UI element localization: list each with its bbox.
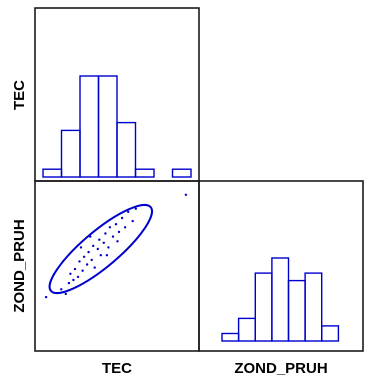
scatter-point	[107, 246, 110, 249]
scatter-point	[116, 240, 119, 243]
scatter-point	[67, 281, 71, 285]
scatter-point	[108, 226, 112, 229]
scatter-point	[92, 244, 95, 248]
tec-histogram-bar	[116, 121, 137, 178]
scatter-point	[134, 207, 137, 210]
scatter-point	[131, 219, 134, 223]
scatter-point	[82, 255, 86, 258]
y-label-tec: TEC	[11, 80, 28, 110]
zond-histogram-bar	[271, 257, 290, 342]
tec-histogram-bar	[134, 168, 155, 178]
x-label-zond-pruh: ZOND_PRUH	[234, 360, 327, 377]
scatter-point	[44, 295, 48, 299]
zond-histogram-bar	[237, 317, 256, 342]
zond-histogram-bars	[221, 257, 340, 342]
y-label-zond-pruh: ZOND_PRUH	[11, 219, 28, 312]
scatter-point	[85, 263, 89, 266]
zond-histogram-bar	[321, 325, 340, 342]
tec-histogram-bar	[171, 168, 192, 178]
zond-histogram-bar	[254, 272, 273, 342]
scatter-point	[117, 230, 121, 234]
scatter-point	[98, 238, 101, 241]
tec-histogram-bar	[42, 168, 63, 178]
scatter-point	[123, 226, 127, 229]
scatter-point	[105, 254, 109, 257]
scatter-point	[64, 292, 68, 296]
scatter-point	[120, 216, 124, 220]
scatter-point	[79, 246, 83, 249]
x-label-tec: TEC	[102, 360, 132, 377]
scatter-point	[76, 275, 80, 279]
tec-histogram-bar	[60, 129, 81, 178]
scatter-point	[111, 235, 115, 238]
scatter-point	[99, 254, 103, 257]
scatter-point	[78, 260, 81, 263]
zond-histogram-bar	[304, 272, 323, 342]
scatter-point	[72, 278, 75, 282]
zond-histogram-bar	[287, 279, 306, 342]
scatter-point	[93, 266, 96, 269]
scatter-point	[104, 232, 107, 235]
scatter-points	[44, 193, 188, 299]
scatter-point	[60, 288, 63, 291]
scatter-point	[184, 193, 188, 196]
scatter-point	[127, 210, 130, 213]
scatter-point	[69, 272, 72, 275]
confidence-ellipse-shape	[48, 203, 153, 295]
scatter-point	[102, 241, 106, 244]
scatter-point	[90, 258, 93, 262]
confidence-ellipse	[48, 203, 153, 295]
panel-zond-histogram	[198, 180, 364, 352]
scatter-point	[114, 223, 118, 226]
tec-histogram-bars	[42, 75, 192, 178]
scatter-point	[81, 269, 84, 272]
tec-histogram-bar	[79, 75, 100, 178]
scatter-point	[96, 247, 100, 251]
tec-histogram-bar	[97, 75, 118, 178]
scatter-point	[73, 267, 77, 271]
zond-histogram-bar	[221, 332, 240, 342]
scatter-point	[87, 250, 90, 254]
